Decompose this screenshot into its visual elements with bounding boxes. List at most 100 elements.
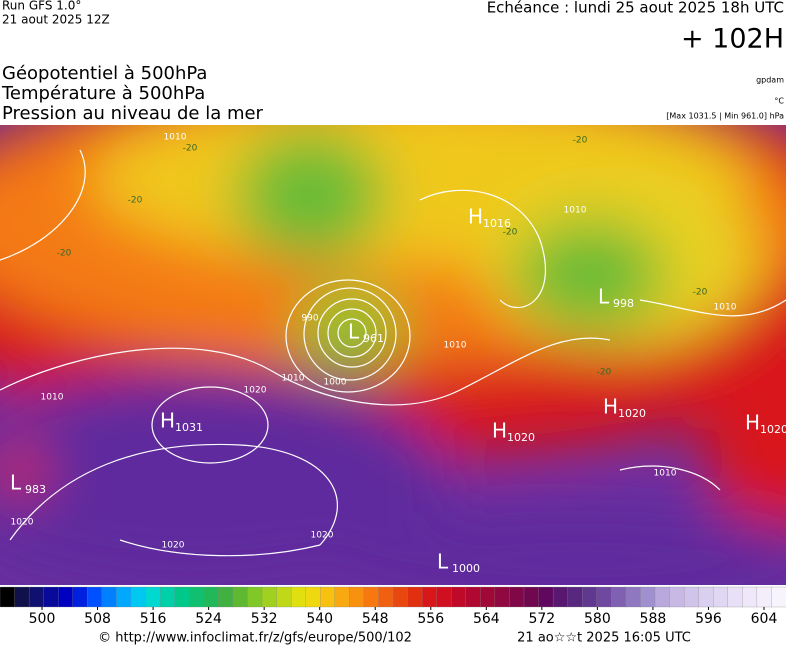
colorbar-swatch — [261, 586, 278, 608]
colorbar-label: 540 — [306, 611, 333, 627]
colorbar-swatch — [72, 586, 88, 608]
colorbar-swatch — [509, 586, 525, 608]
isotherm-label: -20 — [128, 196, 143, 206]
isotherm-label: -20 — [57, 249, 72, 259]
colorbar-label: 556 — [417, 611, 444, 627]
center-pressure: 1020 — [760, 423, 786, 436]
colorbar-swatch — [218, 586, 234, 608]
colorbar-swatch — [727, 586, 743, 608]
center-pressure: 961 — [363, 332, 384, 345]
center-letter: H — [468, 205, 483, 229]
colorbar-label: 516 — [140, 611, 167, 627]
lead-time: + 102H — [681, 24, 784, 55]
isobar-label: 1010 — [714, 303, 737, 313]
colorbar-swatch — [130, 586, 147, 608]
colorbar-swatch — [669, 586, 685, 608]
colorbar-swatch — [87, 586, 103, 608]
colorbar-swatch — [407, 586, 423, 608]
colorbar-swatch — [276, 586, 292, 608]
colorbar-swatch — [611, 586, 627, 608]
source-link[interactable]: © http://www.infoclimat.fr/z/gfs/europe/… — [98, 631, 412, 646]
center-pressure: 998 — [613, 297, 634, 310]
echeance: Echéance : lundi 25 aout 2025 18h UTC — [487, 0, 784, 17]
isotherm-label: -20 — [503, 228, 518, 238]
colorbar-swatch — [494, 586, 511, 608]
colorbar-swatch — [101, 586, 118, 608]
center-pressure: 1016 — [483, 217, 511, 230]
colorbar-swatch — [392, 586, 409, 608]
isobar-label: 1020 — [11, 518, 34, 528]
colorbar-swatch — [771, 586, 786, 608]
colorbar-swatch — [203, 586, 219, 608]
colorbar-swatch — [305, 586, 321, 608]
title-line: Géopotentiel à 500hPa — [2, 63, 207, 84]
center-letter: L — [10, 471, 22, 495]
center-letter: H — [160, 409, 175, 433]
isobar-label: 1010 — [444, 341, 467, 351]
isobar-label: 1020 — [244, 386, 267, 396]
center-letter: H — [745, 411, 760, 435]
colorbar-swatch — [363, 586, 380, 608]
isobars — [0, 149, 786, 557]
isotherm-label: -20 — [597, 368, 612, 378]
colorbar-label: 572 — [528, 611, 555, 627]
colorbar-swatch — [756, 586, 773, 608]
isobar-label: 1000 — [324, 378, 347, 388]
colorbar-label: 604 — [751, 611, 778, 627]
colorbar-swatch — [43, 586, 59, 608]
isobar-label: 1010 — [654, 469, 677, 479]
unit-label: gpdam — [756, 76, 784, 85]
center-letter: L — [598, 285, 610, 309]
colorbar-swatch — [320, 586, 336, 608]
colorbar-label: 548 — [362, 611, 389, 627]
colorbar-swatch — [552, 586, 569, 608]
colorbar-swatch — [349, 586, 365, 608]
colorbar-label: 508 — [84, 611, 111, 627]
center-letter: L — [348, 320, 360, 344]
center-pressure: 983 — [25, 483, 46, 496]
center-pressure: 1020 — [507, 431, 535, 444]
colorbar-swatch — [58, 586, 74, 608]
isobar-label: 1010 — [282, 374, 305, 384]
center-letter: H — [492, 419, 507, 443]
center-letter: L — [437, 550, 449, 574]
colorbar-label: 580 — [584, 611, 611, 627]
colorbar-swatch — [683, 586, 700, 608]
colorbar-swatch — [640, 586, 656, 608]
colorbar-swatch — [436, 586, 452, 608]
colorbar-swatch — [290, 586, 307, 608]
colorbar-swatch — [625, 586, 642, 608]
center-pressure: 1020 — [618, 407, 646, 420]
isotherm-label: -20 — [183, 144, 198, 154]
unit-label: [Max 1031.5 | Min 961.0] hPa — [666, 112, 784, 121]
isobar-label: 1010 — [564, 206, 587, 216]
colorbar-swatch — [698, 586, 714, 608]
colorbar-swatch — [523, 586, 540, 608]
colorbar-swatch — [654, 586, 671, 608]
colorbar-swatch — [334, 586, 350, 608]
colorbar-swatch — [582, 586, 598, 608]
isotherm-label: -20 — [573, 136, 588, 146]
colorbar-label: 500 — [29, 611, 56, 627]
center-pressure: 1000 — [452, 562, 480, 575]
colorbar: 500 508 516 524 532 540 548 556 564 572 580 588 596 6… — [0, 586, 786, 627]
colorbar-label: 564 — [473, 611, 500, 627]
colorbar-swatch — [480, 586, 496, 608]
colorbar-label: 532 — [251, 611, 278, 627]
colorbar-swatch — [451, 586, 467, 608]
colorbar-swatch — [159, 586, 176, 608]
colorbar-swatch — [596, 586, 612, 608]
isobar-label: 1020 — [162, 541, 185, 551]
colorbar-swatch — [713, 586, 729, 608]
colorbar-swatch — [232, 586, 249, 608]
colorbar-label: 596 — [695, 611, 722, 627]
colorbar-swatch — [14, 586, 30, 608]
colorbar-swatch — [145, 586, 161, 608]
colorbar-swatch — [378, 586, 394, 608]
colorbar-swatch — [421, 586, 438, 608]
colorbar-swatch — [247, 586, 263, 608]
colorbar-swatch — [28, 586, 45, 608]
colorbar-swatch — [465, 586, 481, 608]
